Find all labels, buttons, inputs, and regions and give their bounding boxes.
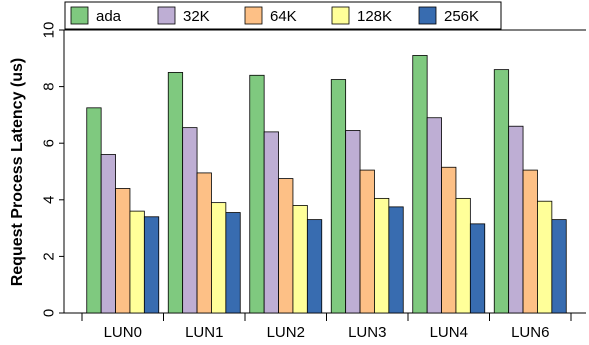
legend-swatch-64K bbox=[244, 6, 263, 25]
y-tick-label: 10 bbox=[40, 22, 57, 39]
legend-swatch-128K bbox=[331, 6, 350, 25]
bar-256K-LUN2 bbox=[306, 219, 323, 314]
bar-ada-LUN3 bbox=[330, 79, 347, 314]
y-tick-label: 0 bbox=[40, 309, 57, 317]
y-tick-label: 6 bbox=[40, 139, 57, 147]
legend: ada 32K 64K 128K 256K bbox=[64, 1, 502, 30]
legend-label-128K: 128K bbox=[357, 8, 392, 25]
bar-256K-LUN0 bbox=[143, 216, 160, 314]
x-tick-label: LUN1 bbox=[185, 324, 223, 341]
bar-64K-LUN0 bbox=[115, 188, 131, 314]
bar-ada-LUN4 bbox=[412, 55, 428, 314]
bar-32K-LUN6 bbox=[508, 125, 524, 314]
x-axis: LUN0 LUN1 LUN2 LUN3 LUN4 LUN6 bbox=[81, 313, 572, 341]
bar-128K-LUN1 bbox=[211, 202, 227, 314]
bar-64K-LUN3 bbox=[359, 169, 375, 314]
bar-32K-LUN0 bbox=[100, 154, 116, 314]
legend-swatch-256K bbox=[418, 6, 437, 25]
y-axis: 0 2 4 6 8 10 bbox=[40, 22, 64, 317]
bar-32K-LUN2 bbox=[263, 131, 279, 314]
x-tick-label: LUN0 bbox=[104, 324, 142, 341]
bar-32K-LUN1 bbox=[182, 127, 198, 314]
legend-swatch-32K bbox=[157, 6, 176, 25]
bar-ada-LUN6 bbox=[493, 69, 510, 314]
bar-64K-LUN6 bbox=[522, 169, 538, 314]
legend-label-256K: 256K bbox=[444, 8, 479, 25]
y-tick-label: 2 bbox=[40, 252, 57, 260]
x-tick-label: LUN4 bbox=[430, 324, 468, 341]
bar-256K-LUN1 bbox=[225, 212, 241, 314]
y-tick-label: 4 bbox=[40, 196, 57, 204]
bar-128K-LUN0 bbox=[129, 210, 145, 314]
bar-ada-LUN0 bbox=[86, 107, 102, 314]
bar-256K-LUN4 bbox=[469, 223, 486, 314]
bar-128K-LUN4 bbox=[455, 197, 471, 314]
bar-64K-LUN4 bbox=[441, 166, 457, 314]
y-axis-title: Request Process Latency (us) bbox=[9, 58, 26, 287]
bar-32K-LUN3 bbox=[345, 130, 361, 314]
y-tick-label: 8 bbox=[40, 82, 57, 90]
bar-128K-LUN3 bbox=[374, 197, 390, 314]
x-tick-label: LUN6 bbox=[511, 324, 549, 341]
bar-64K-LUN2 bbox=[278, 178, 294, 314]
x-tick-label: LUN2 bbox=[267, 324, 305, 341]
bar-128K-LUN6 bbox=[537, 200, 553, 314]
legend-label-64K: 64K bbox=[270, 8, 297, 25]
legend-swatch-ada bbox=[70, 6, 89, 25]
bar-ada-LUN2 bbox=[249, 74, 265, 314]
bar-32K-LUN4 bbox=[426, 117, 442, 314]
bar-64K-LUN1 bbox=[196, 172, 212, 314]
x-tick-label: LUN3 bbox=[348, 324, 386, 341]
bar-128K-LUN2 bbox=[292, 205, 308, 314]
legend-label-ada: ada bbox=[96, 8, 122, 25]
bar-256K-LUN6 bbox=[551, 219, 567, 314]
bar-256K-LUN3 bbox=[388, 206, 404, 314]
legend-label-32K: 32K bbox=[183, 8, 210, 25]
bars bbox=[86, 55, 567, 314]
bar-ada-LUN1 bbox=[167, 72, 184, 314]
